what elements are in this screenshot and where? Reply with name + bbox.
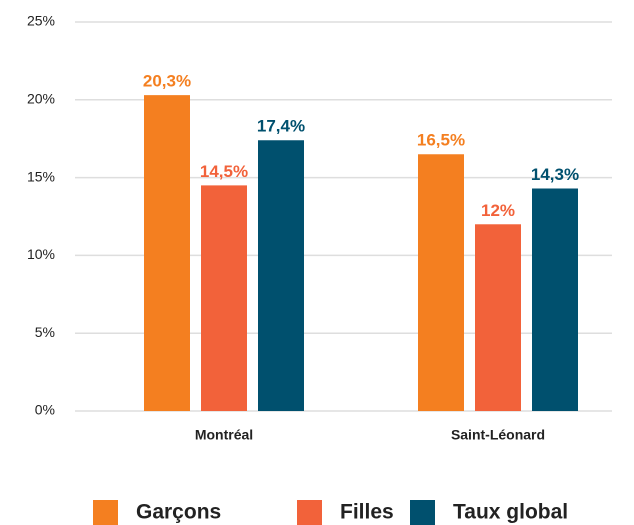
y-tick-label: 25%	[27, 13, 55, 29]
bar	[418, 154, 464, 411]
bar	[144, 95, 190, 411]
y-tick-label: 20%	[27, 91, 55, 107]
value-label: 20,3%	[143, 72, 191, 91]
legend-label: Filles	[340, 501, 394, 524]
legend-label: Taux global	[453, 501, 568, 524]
bar	[258, 140, 304, 412]
legend-swatch	[93, 500, 118, 525]
value-label: 14,3%	[531, 165, 579, 184]
value-label: 14,5%	[200, 162, 248, 181]
legend-swatch	[410, 500, 435, 525]
bar	[532, 188, 578, 411]
value-label: 17,4%	[257, 117, 305, 136]
bar	[475, 224, 521, 411]
value-label: 12%	[481, 201, 515, 220]
x-tick-label: Montréal	[195, 427, 253, 443]
value-label: 16,5%	[417, 131, 465, 150]
y-tick-label: 15%	[27, 168, 55, 184]
x-tick-label: Saint-Léonard	[451, 427, 545, 443]
legend-swatch	[297, 500, 322, 525]
bar	[201, 185, 247, 411]
y-tick-label: 10%	[27, 246, 55, 262]
y-tick-label: 0%	[35, 402, 55, 418]
y-tick-label: 5%	[35, 324, 55, 340]
legend-label: Garçons	[136, 501, 221, 524]
